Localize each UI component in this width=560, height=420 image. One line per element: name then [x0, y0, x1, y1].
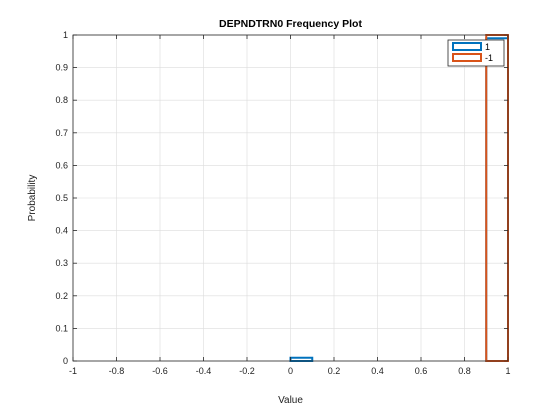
chart-title: DEPNDTRN0 Frequency Plot [219, 18, 362, 30]
x-tick-label: 1 [505, 366, 510, 376]
y-tick-label: 0.7 [55, 128, 68, 138]
y-tick-label: 0.4 [55, 226, 68, 236]
x-tick-label: 0 [288, 366, 293, 376]
legend-label: 1 [485, 42, 490, 52]
y-tick-label: 1 [63, 30, 68, 40]
y-tick-label: 0.8 [55, 95, 68, 105]
y-tick-label: 0.2 [55, 291, 68, 301]
legend-swatch [452, 42, 482, 51]
x-tick-label: -0.8 [109, 366, 125, 376]
y-tick-label: 0.5 [55, 193, 68, 203]
legend-swatch [452, 53, 482, 62]
x-tick-label: -0.6 [152, 366, 168, 376]
x-tick-label: -0.4 [196, 366, 212, 376]
y-axis-title: Probability [27, 175, 38, 222]
x-tick-label: -1 [69, 366, 77, 376]
x-tick-label: 0.8 [458, 366, 471, 376]
x-tick-label: 0.4 [371, 366, 384, 376]
legend: 1-1 [447, 39, 505, 67]
x-tick-label: -0.2 [239, 366, 255, 376]
x-axis-title: Value [278, 395, 303, 406]
x-tick-label: 0.2 [328, 366, 341, 376]
y-tick-label: 0.9 [55, 63, 68, 73]
y-tick-label: 0.1 [55, 323, 68, 333]
y-tick-label: 0.6 [55, 160, 68, 170]
legend-label: -1 [485, 53, 493, 63]
y-tick-label: 0 [63, 356, 68, 366]
y-tick-label: 0.3 [55, 258, 68, 268]
axis-ticks: -1 -0.8 -0.6 -0.4 -0.2 0 0.2 0.4 0.6 0.8 1 0 0.1 0.2 0… [55, 30, 510, 376]
x-tick-label: 0.6 [415, 366, 428, 376]
